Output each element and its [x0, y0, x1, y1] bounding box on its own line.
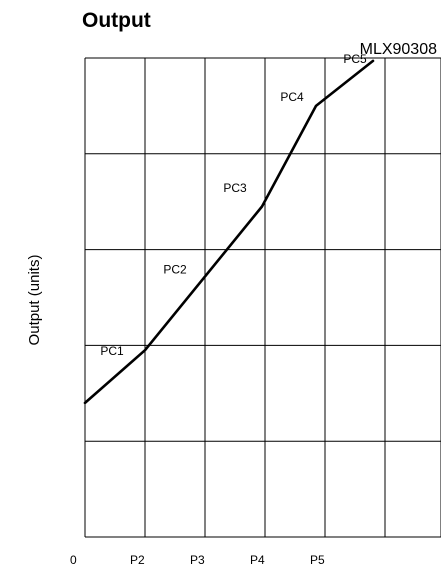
x-axis-ticks: 0 P2 P3 P4 P5 — [70, 553, 325, 567]
y-axis-label: Output (units) — [26, 255, 43, 346]
segment-labels: PC1 PC2 PC3 PC4 PC5 — [100, 52, 367, 358]
x-tick-label: P3 — [190, 553, 205, 567]
data-line — [83, 59, 375, 405]
segment-label-pc2: PC2 — [163, 263, 187, 277]
x-tick-label: P4 — [250, 553, 265, 567]
segment-label-pc3: PC3 — [223, 181, 247, 195]
chart-title: Output — [82, 9, 151, 32]
segment-label-pc4: PC4 — [280, 90, 304, 104]
x-tick-label: 0 — [70, 553, 77, 567]
chip-label: MLX90308 — [360, 41, 437, 58]
segment-label-pc5: PC5 — [343, 52, 367, 66]
x-tick-label: P5 — [310, 553, 325, 567]
plot-grid — [84, 57, 441, 538]
data-series — [83, 59, 375, 405]
segment-label-pc1: PC1 — [100, 344, 124, 358]
x-tick-label: P2 — [130, 553, 145, 567]
